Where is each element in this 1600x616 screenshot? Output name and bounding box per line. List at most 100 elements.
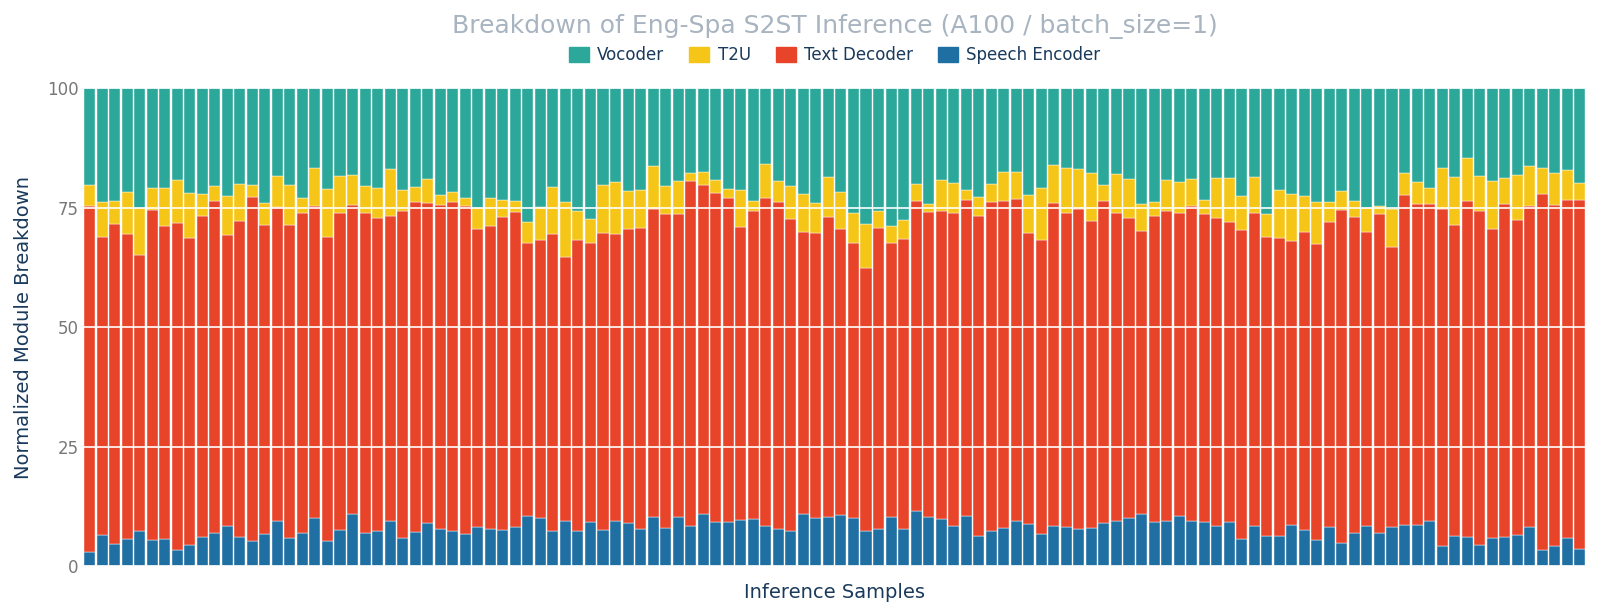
Bar bbox=[747, 519, 758, 567]
Bar bbox=[347, 205, 358, 514]
Bar bbox=[1499, 537, 1510, 567]
Bar bbox=[1387, 247, 1397, 527]
Bar bbox=[586, 243, 595, 522]
Bar bbox=[1549, 546, 1560, 567]
Bar bbox=[1149, 202, 1160, 216]
Bar bbox=[1437, 546, 1448, 567]
Bar bbox=[798, 232, 810, 514]
Bar bbox=[85, 551, 94, 567]
Bar bbox=[1398, 195, 1410, 525]
Bar bbox=[672, 214, 683, 517]
Bar bbox=[1336, 190, 1347, 211]
Bar bbox=[373, 531, 382, 567]
Bar bbox=[874, 89, 885, 211]
Bar bbox=[96, 89, 107, 202]
Bar bbox=[1312, 245, 1322, 540]
Bar bbox=[485, 225, 496, 529]
Bar bbox=[360, 213, 371, 533]
Bar bbox=[534, 240, 546, 517]
Bar bbox=[1123, 518, 1134, 567]
Bar bbox=[1499, 178, 1510, 204]
Bar bbox=[334, 530, 346, 567]
Bar bbox=[510, 201, 522, 213]
Bar bbox=[1562, 89, 1573, 170]
Bar bbox=[698, 185, 709, 514]
Bar bbox=[397, 89, 408, 190]
Bar bbox=[1198, 89, 1210, 200]
Bar bbox=[197, 194, 208, 216]
Bar bbox=[1024, 89, 1034, 195]
Bar bbox=[522, 222, 533, 243]
Bar bbox=[534, 206, 546, 240]
Bar bbox=[822, 89, 834, 177]
Bar bbox=[1198, 522, 1210, 567]
Bar bbox=[736, 520, 746, 567]
Bar bbox=[373, 89, 382, 188]
Bar bbox=[1474, 89, 1485, 176]
Bar bbox=[1462, 201, 1472, 537]
Bar bbox=[810, 233, 821, 518]
Bar bbox=[1536, 168, 1547, 194]
Bar bbox=[1387, 209, 1397, 247]
Bar bbox=[222, 527, 232, 567]
Bar bbox=[1424, 188, 1435, 203]
Bar bbox=[622, 89, 634, 191]
Bar bbox=[334, 213, 346, 530]
Bar bbox=[760, 164, 771, 198]
Bar bbox=[973, 89, 984, 197]
Bar bbox=[736, 89, 746, 190]
Bar bbox=[885, 226, 896, 243]
Bar bbox=[1198, 200, 1210, 214]
Bar bbox=[610, 521, 621, 567]
Bar bbox=[222, 197, 232, 235]
Bar bbox=[597, 233, 608, 530]
X-axis label: Inference Samples: Inference Samples bbox=[744, 583, 925, 602]
Bar bbox=[272, 176, 283, 207]
Bar bbox=[435, 205, 446, 529]
Bar bbox=[898, 529, 909, 567]
Bar bbox=[1061, 527, 1072, 567]
Bar bbox=[122, 192, 133, 234]
Bar bbox=[158, 227, 170, 540]
Bar bbox=[259, 534, 270, 567]
Bar bbox=[334, 89, 346, 176]
Bar bbox=[622, 229, 634, 523]
Bar bbox=[85, 206, 94, 551]
Bar bbox=[848, 243, 859, 517]
Bar bbox=[510, 89, 522, 201]
Bar bbox=[1173, 89, 1184, 182]
Bar bbox=[661, 185, 670, 214]
Bar bbox=[1486, 538, 1498, 567]
Bar bbox=[1261, 214, 1272, 237]
Bar bbox=[1011, 521, 1022, 567]
Bar bbox=[560, 89, 571, 201]
Bar bbox=[109, 544, 120, 567]
Bar bbox=[798, 514, 810, 567]
Bar bbox=[485, 198, 496, 225]
Bar bbox=[986, 203, 997, 531]
Bar bbox=[1286, 241, 1298, 525]
Bar bbox=[1299, 232, 1310, 530]
Bar bbox=[848, 89, 859, 213]
Bar bbox=[109, 224, 120, 544]
Bar bbox=[171, 550, 182, 567]
Bar bbox=[522, 89, 533, 222]
Bar bbox=[322, 89, 333, 188]
Bar bbox=[1173, 213, 1184, 516]
Bar bbox=[522, 243, 533, 516]
Bar bbox=[1011, 89, 1022, 172]
Bar bbox=[1086, 89, 1098, 172]
Bar bbox=[547, 187, 558, 234]
Bar bbox=[936, 180, 947, 211]
Bar bbox=[1362, 89, 1373, 208]
Bar bbox=[246, 541, 258, 567]
Bar bbox=[986, 184, 997, 203]
Bar bbox=[998, 528, 1010, 567]
Bar bbox=[1336, 89, 1347, 190]
Bar bbox=[1349, 217, 1360, 533]
Bar bbox=[1211, 526, 1222, 567]
Bar bbox=[597, 530, 608, 567]
Bar bbox=[1048, 165, 1059, 203]
Bar bbox=[798, 89, 810, 194]
Bar bbox=[1274, 190, 1285, 238]
